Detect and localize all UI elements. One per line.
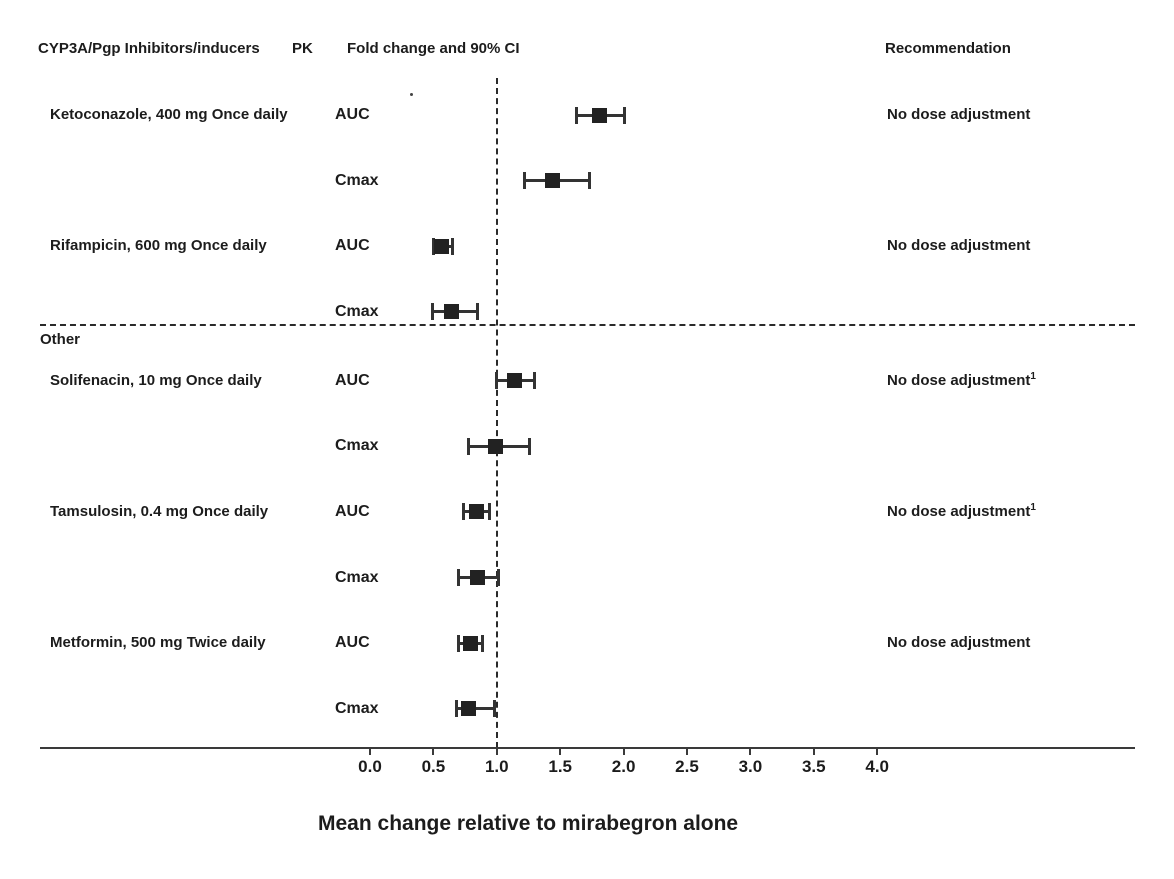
point-estimate-marker xyxy=(469,504,484,520)
header-drug-column: CYP3A/Pgp Inhibitors/inducers xyxy=(38,40,260,57)
axis-tick-label: 4.0 xyxy=(865,757,889,776)
point-estimate-marker xyxy=(488,438,504,454)
point-estimate-marker xyxy=(443,304,459,320)
point-estimate-marker xyxy=(461,701,477,717)
ci-cap-left xyxy=(462,503,466,521)
axis-tick xyxy=(812,747,815,755)
footnote-superscript: 1 xyxy=(1030,370,1036,382)
axis-tick xyxy=(432,747,435,755)
axis-tick xyxy=(686,747,688,755)
drug-label: Solifenacin, 10 mg Once daily xyxy=(50,371,262,389)
axis-tick xyxy=(495,747,498,755)
ci-cap-left xyxy=(575,106,579,124)
ci-cap-left xyxy=(457,569,461,587)
recommendation-label: No dose adjustment xyxy=(887,106,1031,123)
ci-cap-right xyxy=(533,372,537,390)
recommendation-label: No dose adjustment xyxy=(887,237,1031,255)
ci-cap-left xyxy=(454,700,458,718)
ci-cap-right xyxy=(623,106,627,124)
recommendation-label: No dose adjustment1 xyxy=(887,370,1036,389)
footnote-superscript: 1 xyxy=(1030,501,1036,513)
ci-cap-left xyxy=(495,372,499,390)
recommendation-label: No dose adjustment xyxy=(887,634,1031,652)
ci-cap-left xyxy=(467,437,471,455)
drug-label: Tamsulosin, 0.4 mg Once daily xyxy=(50,502,269,520)
ci-cap-right xyxy=(487,503,491,521)
header-pk-column: PK xyxy=(292,40,313,57)
axis-tick-label: 1.0 xyxy=(484,757,509,776)
ci-cap-right xyxy=(450,237,454,255)
axis-tick-label: 1.5 xyxy=(548,757,572,776)
section-divider-line xyxy=(40,324,1135,326)
axis-tick xyxy=(559,747,562,755)
drug-label: Ketoconazole, 400 mg Once daily xyxy=(50,106,288,123)
pk-label: AUC xyxy=(335,106,370,123)
ci-cap-right xyxy=(481,634,485,652)
pk-label: Cmax xyxy=(335,171,379,189)
drug-label: Rifampicin, 600 mg Once daily xyxy=(50,237,267,255)
axis-tick xyxy=(622,747,625,755)
ci-cap-right xyxy=(587,172,591,190)
axis-tick-label: 0.5 xyxy=(421,757,446,776)
point-estimate-marker xyxy=(470,570,486,586)
axis-tick-label: 0.0 xyxy=(358,757,382,776)
ci-cap-right xyxy=(528,437,532,455)
axis-tick-label: 2.0 xyxy=(611,757,636,776)
pk-label: AUC xyxy=(335,634,370,652)
ci-cap-right xyxy=(492,700,496,718)
pk-label: Cmax xyxy=(335,568,379,586)
pk-label: Cmax xyxy=(335,302,379,320)
reference-line-vertical xyxy=(496,78,498,748)
header-plot-column: Fold change and 90% CI xyxy=(347,40,520,57)
x-axis-line xyxy=(40,747,1135,749)
point-estimate-marker xyxy=(507,373,523,389)
axis-tick xyxy=(749,747,752,755)
point-estimate-marker xyxy=(462,635,478,651)
axis-tick-label: 2.5 xyxy=(675,757,699,776)
axis-tick-label: 3.0 xyxy=(738,757,763,776)
point-estimate-marker xyxy=(433,238,449,254)
ci-cap-left xyxy=(430,303,434,321)
recommendation-label: No dose adjustment1 xyxy=(887,501,1036,520)
section-label-other: Other xyxy=(40,331,81,348)
ci-cap-right xyxy=(496,569,500,587)
drug-label: Metformin, 500 mg Twice daily xyxy=(50,634,266,652)
pk-label: AUC xyxy=(335,237,370,255)
ci-cap-right xyxy=(476,303,480,321)
header-recommendation-column: Recommendation xyxy=(885,40,1011,57)
pk-label: Cmax xyxy=(335,699,379,717)
point-estimate-marker xyxy=(592,107,607,123)
ci-cap-left xyxy=(457,634,461,652)
pk-label: AUC xyxy=(335,502,370,520)
stray-dot-artifact xyxy=(410,93,413,96)
ci-cap-left xyxy=(431,237,435,255)
x-axis-title: Mean change relative to mirabegron alone xyxy=(318,812,739,835)
axis-tick xyxy=(876,747,879,755)
axis-tick-label: 3.5 xyxy=(801,757,826,776)
axis-tick xyxy=(369,747,371,755)
pk-label: AUC xyxy=(335,371,370,389)
point-estimate-marker xyxy=(545,173,561,189)
pk-label: Cmax xyxy=(335,437,379,455)
ci-cap-left xyxy=(523,172,527,190)
